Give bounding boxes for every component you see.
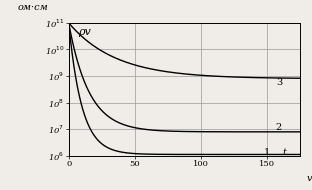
Text: 2: 2	[276, 123, 282, 132]
Text: ρv: ρv	[78, 27, 90, 37]
Text: 3: 3	[276, 78, 282, 87]
Text: ом·см: ом·см	[18, 3, 49, 12]
Text: v: v	[306, 174, 312, 183]
Text: 1: 1	[264, 148, 270, 157]
Text: t: t	[282, 148, 286, 157]
